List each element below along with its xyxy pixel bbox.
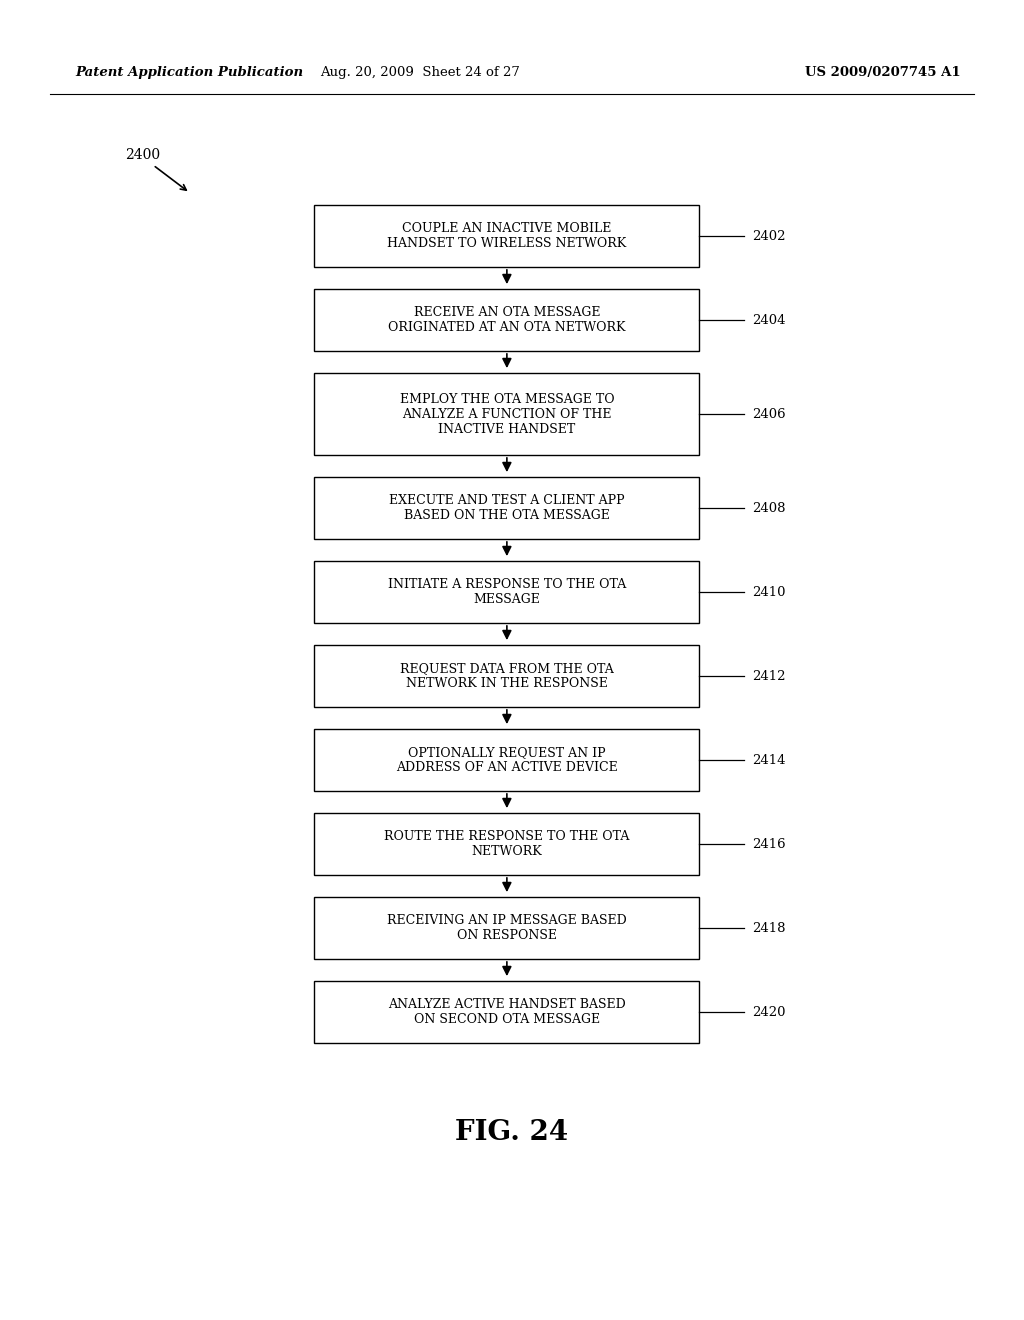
Text: 2416: 2416 bbox=[753, 837, 786, 850]
Text: RECEIVE AN OTA MESSAGE
ORIGINATED AT AN OTA NETWORK: RECEIVE AN OTA MESSAGE ORIGINATED AT AN … bbox=[388, 306, 626, 334]
Bar bbox=[314, 289, 699, 351]
Bar bbox=[314, 374, 699, 455]
Text: 2414: 2414 bbox=[753, 754, 785, 767]
Text: REQUEST DATA FROM THE OTA
NETWORK IN THE RESPONSE: REQUEST DATA FROM THE OTA NETWORK IN THE… bbox=[400, 663, 613, 690]
Text: RECEIVING AN IP MESSAGE BASED
ON RESPONSE: RECEIVING AN IP MESSAGE BASED ON RESPONS… bbox=[387, 913, 627, 942]
Text: 2420: 2420 bbox=[753, 1006, 785, 1019]
Bar bbox=[314, 898, 699, 960]
Text: 2406: 2406 bbox=[753, 408, 786, 421]
Bar bbox=[314, 477, 699, 539]
Text: 2404: 2404 bbox=[753, 314, 785, 326]
Text: INITIATE A RESPONSE TO THE OTA
MESSAGE: INITIATE A RESPONSE TO THE OTA MESSAGE bbox=[388, 578, 626, 606]
Text: 2400: 2400 bbox=[125, 148, 160, 162]
Bar bbox=[314, 981, 699, 1043]
Text: EXECUTE AND TEST A CLIENT APP
BASED ON THE OTA MESSAGE: EXECUTE AND TEST A CLIENT APP BASED ON T… bbox=[389, 494, 625, 521]
Text: 2412: 2412 bbox=[753, 669, 785, 682]
Text: Patent Application Publication: Patent Application Publication bbox=[75, 66, 303, 78]
Bar bbox=[314, 561, 699, 623]
Bar bbox=[314, 645, 699, 708]
Text: ANALYZE ACTIVE HANDSET BASED
ON SECOND OTA MESSAGE: ANALYZE ACTIVE HANDSET BASED ON SECOND O… bbox=[388, 998, 626, 1026]
Text: Aug. 20, 2009  Sheet 24 of 27: Aug. 20, 2009 Sheet 24 of 27 bbox=[321, 66, 520, 78]
Text: OPTIONALLY REQUEST AN IP
ADDRESS OF AN ACTIVE DEVICE: OPTIONALLY REQUEST AN IP ADDRESS OF AN A… bbox=[396, 746, 617, 774]
Text: 2402: 2402 bbox=[753, 230, 785, 243]
Text: 2410: 2410 bbox=[753, 586, 785, 598]
Text: 2418: 2418 bbox=[753, 921, 785, 935]
Text: 2408: 2408 bbox=[753, 502, 785, 515]
Text: FIG. 24: FIG. 24 bbox=[456, 1119, 568, 1147]
Text: ROUTE THE RESPONSE TO THE OTA
NETWORK: ROUTE THE RESPONSE TO THE OTA NETWORK bbox=[384, 830, 630, 858]
Text: COUPLE AN INACTIVE MOBILE
HANDSET TO WIRELESS NETWORK: COUPLE AN INACTIVE MOBILE HANDSET TO WIR… bbox=[387, 222, 627, 249]
Text: US 2009/0207745 A1: US 2009/0207745 A1 bbox=[805, 66, 961, 78]
Bar bbox=[314, 729, 699, 791]
Bar bbox=[314, 205, 699, 267]
Text: EMPLOY THE OTA MESSAGE TO
ANALYZE A FUNCTION OF THE
INACTIVE HANDSET: EMPLOY THE OTA MESSAGE TO ANALYZE A FUNC… bbox=[399, 392, 614, 436]
Bar bbox=[314, 813, 699, 875]
